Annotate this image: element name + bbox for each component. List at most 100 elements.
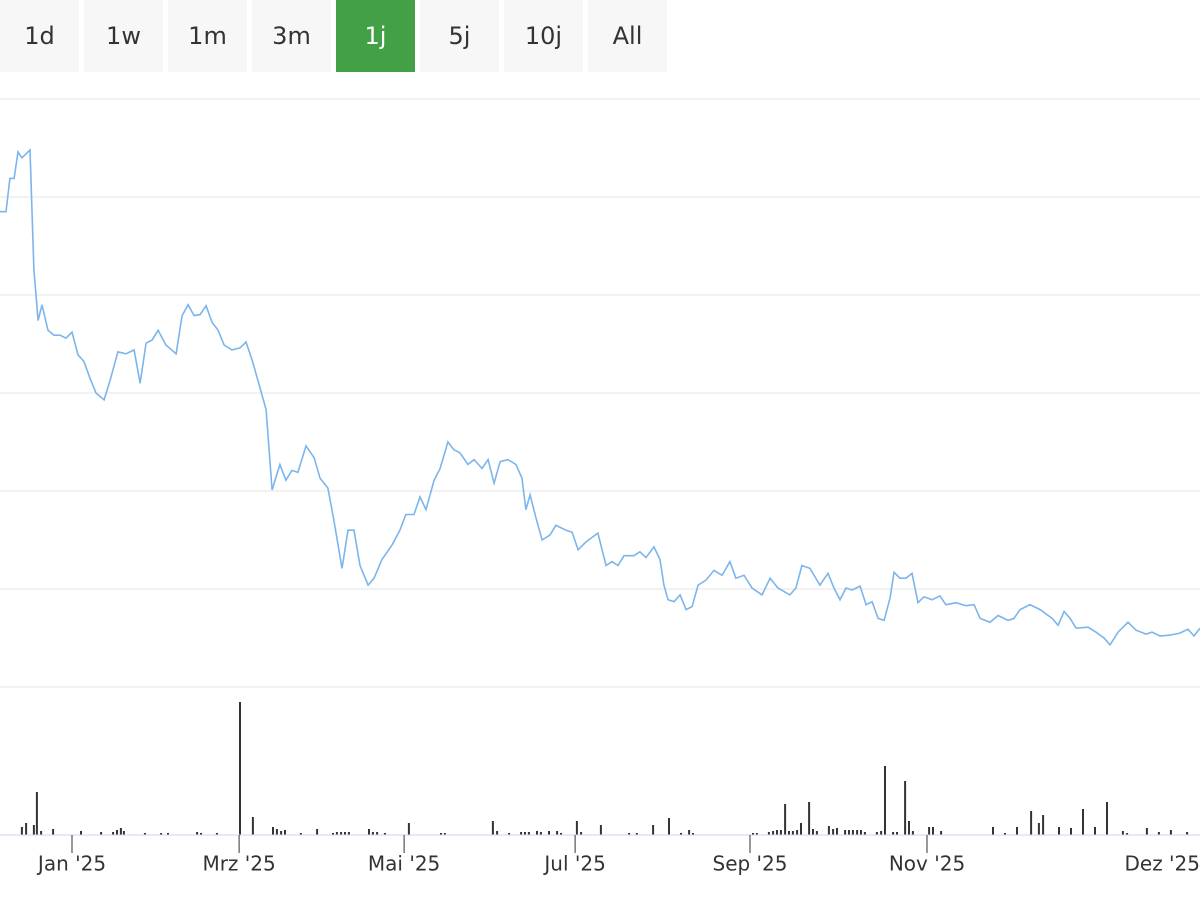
volume-bar [844,830,847,835]
volume-bar [251,817,254,835]
volume-bar [755,833,758,835]
volume-bar [1145,828,1148,835]
volume-bar [796,830,799,835]
range-button[interactable]: 1m [168,0,247,72]
volume-bar [548,831,550,835]
volume-bar [932,827,934,835]
volume-bar [340,832,343,835]
volume-bar [908,821,910,835]
volume-bar [1037,823,1040,835]
volume-bar [808,802,811,835]
volume-bar [524,832,526,835]
volume-bar [652,825,655,835]
range-button[interactable]: All [588,0,667,72]
volume-bar [332,833,334,835]
volume-bar [860,830,862,835]
volume-bar [119,828,122,835]
volume-bar [1157,832,1160,835]
volume-bar [767,832,770,835]
volume-bar [692,833,694,835]
volume-bar [443,833,446,835]
volume-bar [368,829,370,835]
volume-bar [1030,811,1033,835]
range-button[interactable]: 1j [336,0,415,72]
volume-bar [32,825,35,835]
x-tick-label: Mai '25 [368,852,440,876]
volume-bar [347,832,350,835]
volume-bar [299,833,302,835]
volume-bar [1082,809,1084,835]
volume-bar [275,829,278,835]
range-button[interactable]: 3m [252,0,331,72]
volume-bar [1106,802,1108,835]
volume-bar [875,832,878,835]
volume-bar [20,827,23,835]
range-button[interactable]: 10j [504,0,583,72]
volume-bar [680,833,682,835]
x-tick-label: Mrz '25 [202,852,275,876]
volume-bar [539,832,542,835]
volume-bar [344,832,346,835]
volume-bar [836,828,838,835]
x-tick-label: Jan '25 [36,852,106,876]
x-tick-label: Dez '25 [1124,852,1200,876]
volume-bar [851,830,854,835]
volume-bar [383,833,386,835]
volume-bar [1016,827,1018,835]
volume-bar [25,823,28,835]
volume-bar [1042,815,1045,835]
volume-bar [527,832,530,835]
volume-bar [635,833,638,835]
price-line [0,148,1200,647]
volume-bar [35,792,38,835]
volume-bar [407,823,410,835]
volume-bar [832,829,835,835]
volume-bar [122,831,125,835]
volume-bar [80,831,82,835]
volume-bar [896,832,898,835]
volume-bar [815,831,818,835]
range-button[interactable]: 1d [0,0,79,72]
volume-bar [556,831,559,835]
volume-bar [1121,831,1124,835]
volume-bar [812,829,814,835]
volume-bar [143,833,146,835]
volume-bar [911,831,914,835]
volume-bar [599,825,602,835]
volume-bar [827,826,830,835]
volume-bar [575,821,578,835]
volume-bar [904,781,907,835]
volume-bar [376,832,379,835]
volume-bar [280,831,283,835]
volume-bar [100,832,103,835]
range-button[interactable]: 5j [420,0,499,72]
volume-bar [940,831,943,835]
volume-bar [215,833,218,835]
range-button[interactable]: 1w [84,0,163,72]
x-tick-label: Nov '25 [889,852,965,876]
volume-bar [668,818,670,835]
volume-bar [992,827,994,835]
volume-bar [892,832,895,835]
volume-bar [1094,827,1096,835]
volume-bar [335,832,338,835]
volume-bar [316,829,319,835]
volume-bar [160,833,163,835]
volume-bar [1126,833,1129,835]
volume-bar [688,830,691,835]
volume-bar [788,831,790,835]
volume-bar [116,830,118,835]
volume-bar [52,829,55,835]
volume-bar [167,833,169,835]
volume-bar [884,766,886,835]
volume-bar [272,827,274,835]
volume-bar [491,821,494,835]
volume-bar [856,830,859,835]
volume-bar [928,827,931,835]
volume-bar [200,833,202,835]
volume-bar [800,823,802,835]
volume-bar [752,833,754,835]
volume-bar [784,804,787,835]
volume-bar [520,832,523,835]
